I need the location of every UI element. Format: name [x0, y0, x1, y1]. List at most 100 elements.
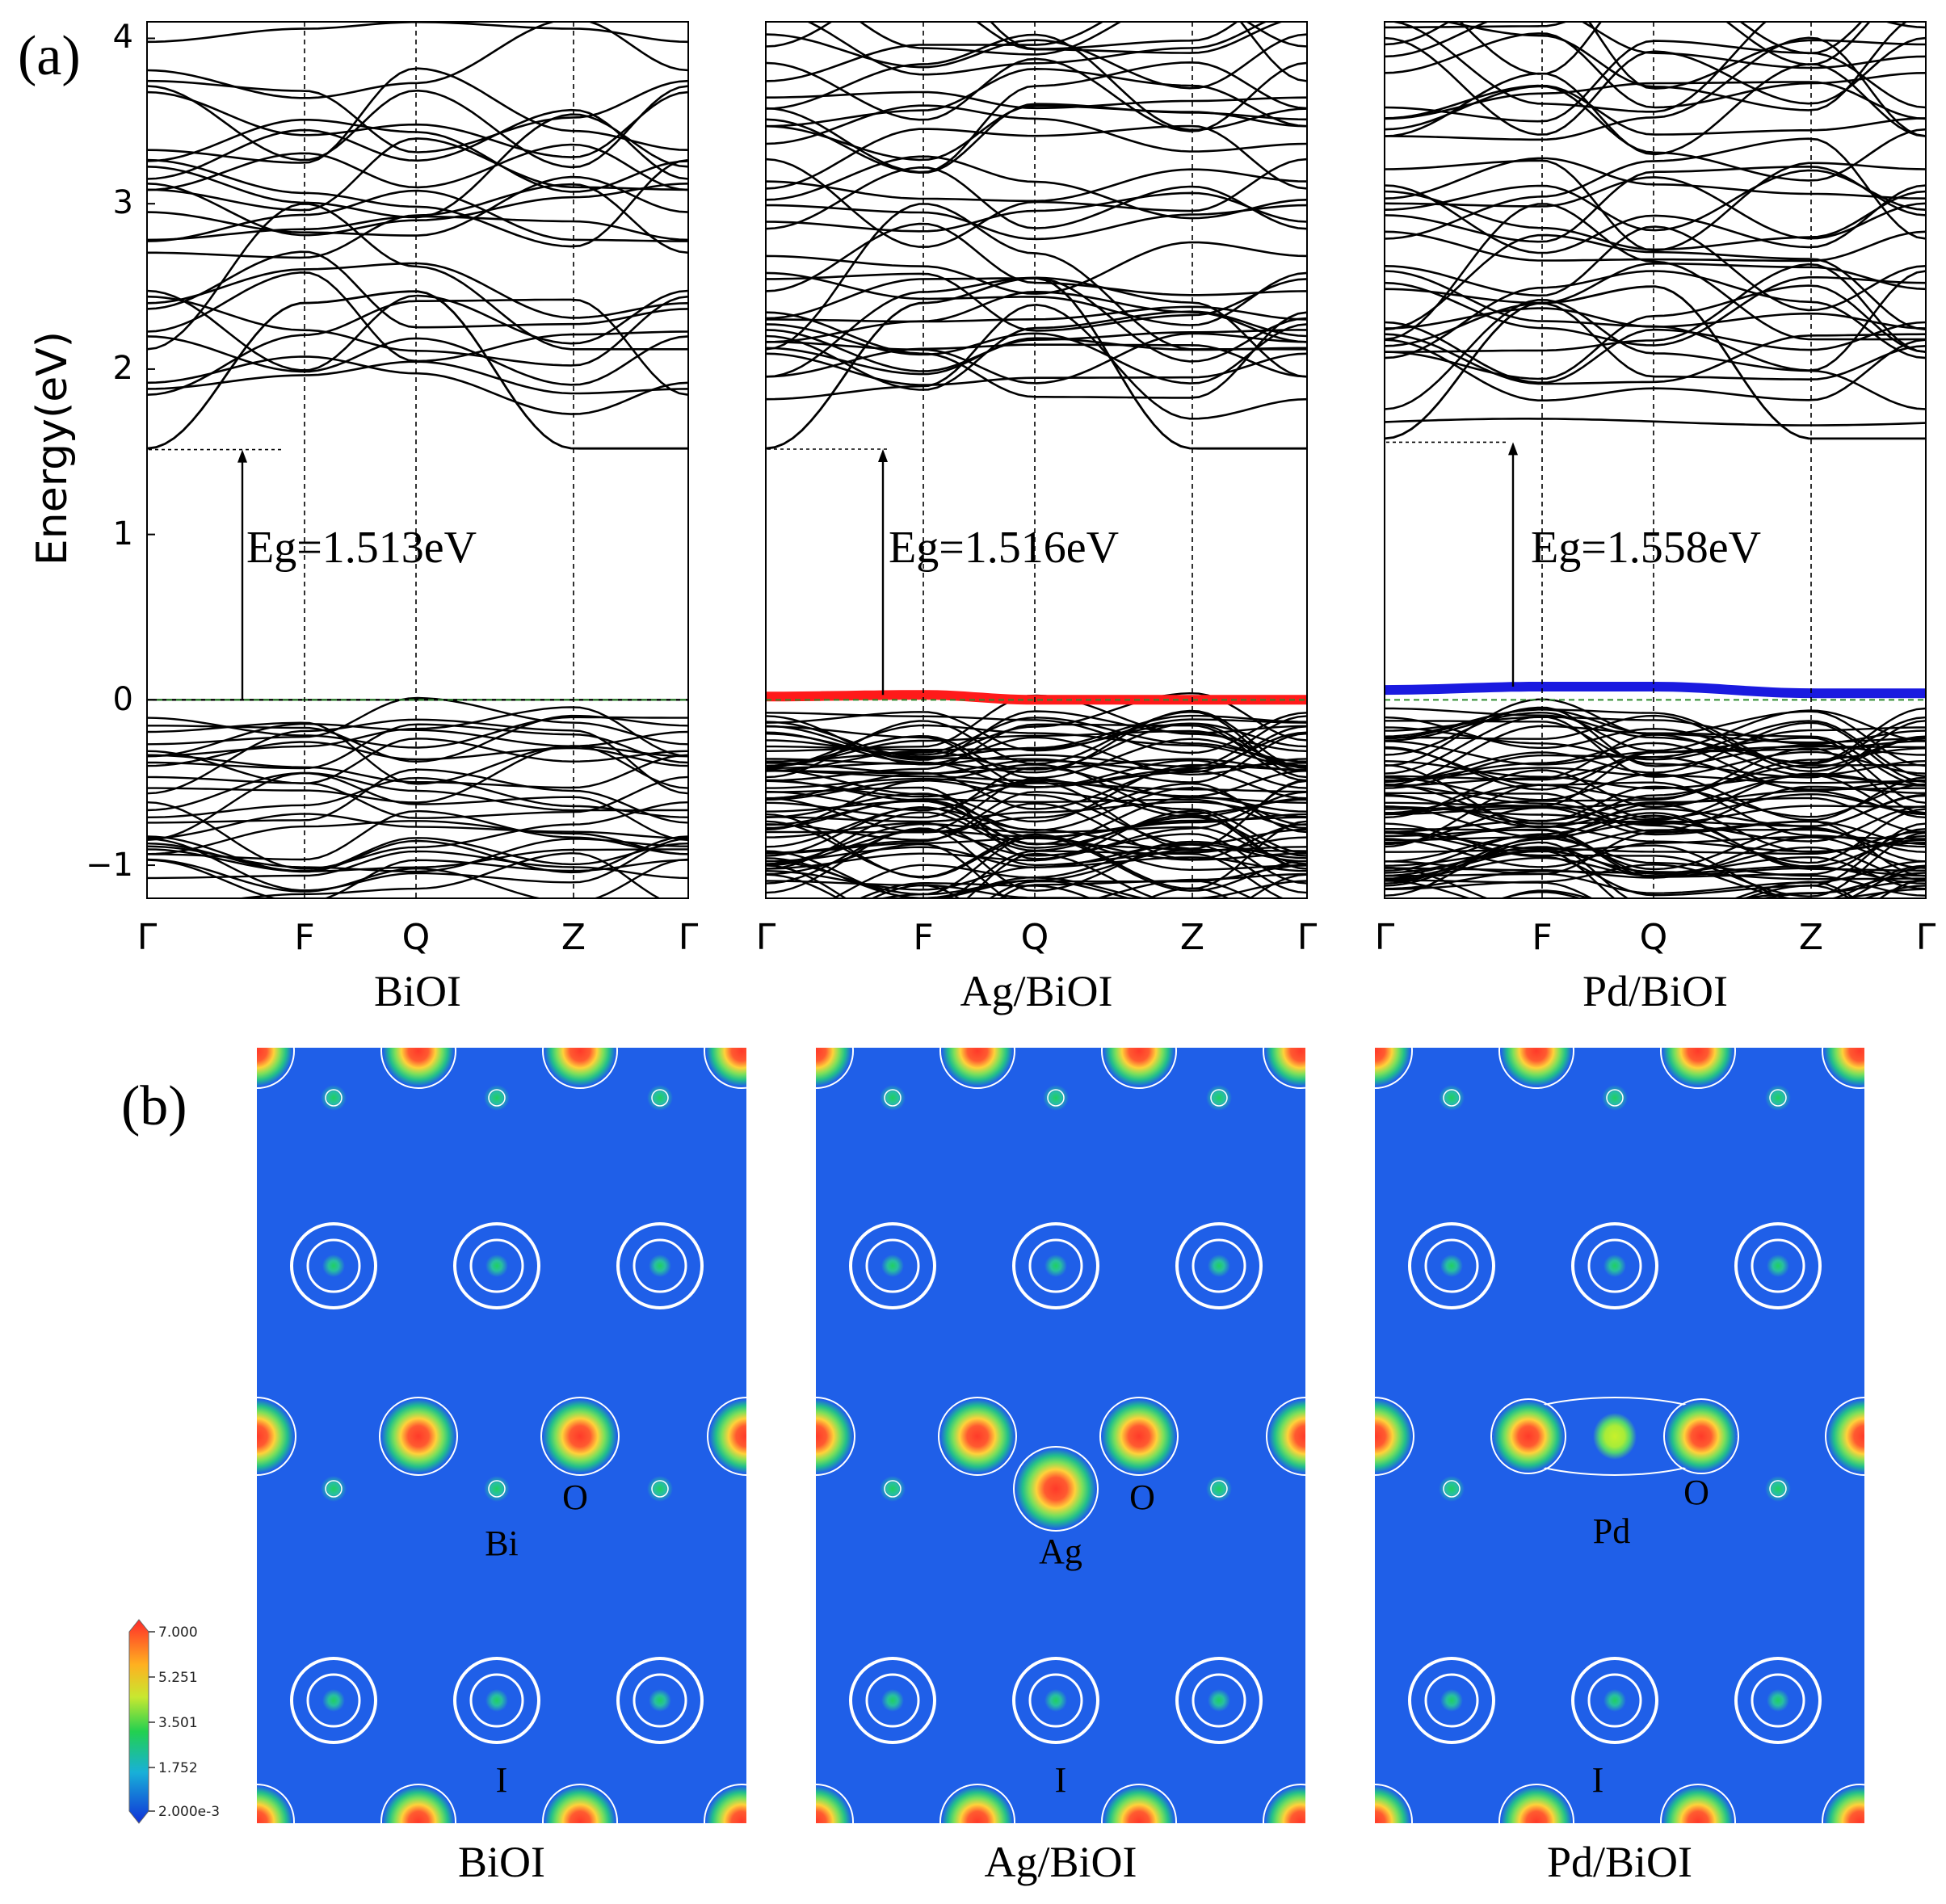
band-line: [1385, 176, 1926, 240]
band-line: [1385, 866, 1926, 898]
bi-density-blob: [1765, 1476, 1791, 1502]
y-tick-label: 3: [113, 184, 133, 221]
k-point-label: Q: [402, 917, 431, 958]
plot-title: BiOI: [374, 967, 461, 1015]
band-line: [766, 843, 1307, 898]
i-contour-inner: [1587, 1238, 1642, 1293]
band-line: [766, 711, 1307, 779]
band-line: [1385, 22, 1926, 29]
i-contour-inner: [1587, 1673, 1642, 1728]
band-line: [147, 189, 688, 242]
band-line: [1385, 36, 1926, 141]
i-contour-outer: [1012, 1657, 1099, 1744]
band-line: [766, 103, 1307, 174]
map-blobs: [816, 1048, 1305, 1823]
i-density-core: [1440, 1255, 1463, 1277]
density-contour: [1825, 1397, 1864, 1476]
cbm-line: [1385, 285, 1926, 440]
map-blobs: [257, 1048, 746, 1823]
band-line: [766, 733, 1307, 784]
band-line: [1385, 831, 1926, 897]
i-contour-inner: [1751, 1673, 1805, 1728]
bi-density-blob: [484, 1476, 510, 1502]
band-line: [975, 22, 1285, 54]
density-contour: [939, 1784, 1015, 1823]
band-line: [766, 723, 1307, 782]
density-contour: [1660, 1784, 1736, 1823]
band-gap-arrowhead: [237, 449, 247, 463]
plot-frame: [146, 21, 689, 899]
i-contour-outer: [290, 1657, 377, 1744]
band-line: [766, 305, 1307, 323]
i-density-core: [649, 1255, 671, 1277]
band-line: [1385, 772, 1926, 822]
y-tick-label: −1: [86, 847, 133, 884]
band-line: [766, 191, 1307, 233]
band-plot-biOI: Γ F Q Z Γ Eg=1.513eV BiOI: [137, 21, 699, 1015]
atom-label-o: O: [1683, 1473, 1709, 1512]
band-line: [1385, 754, 1926, 791]
o-density-blob: [383, 1048, 454, 1086]
density-contour: [651, 1480, 669, 1498]
band-decorations: [1385, 22, 1926, 898]
bi-density-blob: [321, 1476, 347, 1502]
o-density-blob: [1662, 1048, 1734, 1086]
i-contour-inner: [306, 1238, 361, 1293]
density-contour: [1443, 1480, 1461, 1498]
k-point-label: F: [1532, 917, 1552, 958]
i-density-core: [485, 1689, 508, 1712]
o-density-blob: [1824, 1048, 1864, 1086]
atom-label-o: O: [562, 1477, 588, 1517]
y-tick-labels: 4 3 2 1 0 −1: [86, 19, 133, 884]
band-line: [766, 717, 1307, 763]
band-line: [998, 880, 1255, 898]
k-point-label: Z: [1799, 917, 1823, 958]
band-line: [1385, 855, 1926, 890]
density-contour: [488, 1089, 506, 1107]
o-density-blob: [1827, 1399, 1864, 1473]
i-density-core: [322, 1689, 345, 1712]
band-line: [1385, 321, 1926, 385]
o-density-blob: [942, 1048, 1013, 1086]
band-line: [1725, 22, 1871, 66]
band-line: [1385, 22, 1767, 113]
band-line: [766, 709, 1307, 774]
band-line: [1385, 706, 1926, 767]
k-point-label: Z: [561, 917, 586, 958]
band-line: [1385, 747, 1926, 800]
k-point-label: Q: [1640, 917, 1668, 958]
k-point-labels: Γ F Q Z Γ: [1375, 917, 1936, 958]
density-contour: [1263, 1048, 1305, 1089]
band-line: [147, 771, 688, 812]
band-line: [766, 57, 1307, 132]
bi-density-blob: [1765, 1085, 1791, 1111]
band-line: [766, 168, 1307, 203]
atom-label-i: I: [496, 1760, 508, 1800]
bi-density-blob: [1206, 1476, 1232, 1502]
band-line: [766, 323, 1307, 385]
band-plot-pd-biOI: Γ F Q Z Γ Eg=1.558eV Pd/BiOI: [1375, 21, 1936, 1015]
density-contour: [651, 1089, 669, 1107]
i-contour-outer: [1734, 1657, 1822, 1744]
density-contour: [816, 1397, 855, 1476]
o-density-blob: [1493, 1401, 1564, 1472]
band-line: [766, 791, 1307, 854]
band-line: [766, 222, 1307, 296]
i-contour-inner: [865, 1238, 920, 1293]
i-contour-inner: [469, 1238, 524, 1293]
band-line: [147, 67, 688, 164]
i-contour-inner: [469, 1673, 524, 1728]
band-line: [766, 61, 1307, 174]
density-contour: [1375, 1397, 1414, 1476]
band-line: [858, 881, 1093, 898]
o-density-blob: [1666, 1401, 1737, 1472]
plot-title: Pd/BiOI: [1582, 967, 1728, 1015]
band-line: [965, 852, 1158, 898]
band-line: [1385, 716, 1926, 778]
band-line: [1385, 763, 1926, 828]
k-point-label: Γ: [1916, 917, 1936, 958]
map-title: BiOI: [458, 1838, 545, 1886]
impurity-state-band: [1385, 682, 1926, 699]
density-contour: [542, 1784, 618, 1823]
o-density-blob: [816, 1786, 851, 1823]
